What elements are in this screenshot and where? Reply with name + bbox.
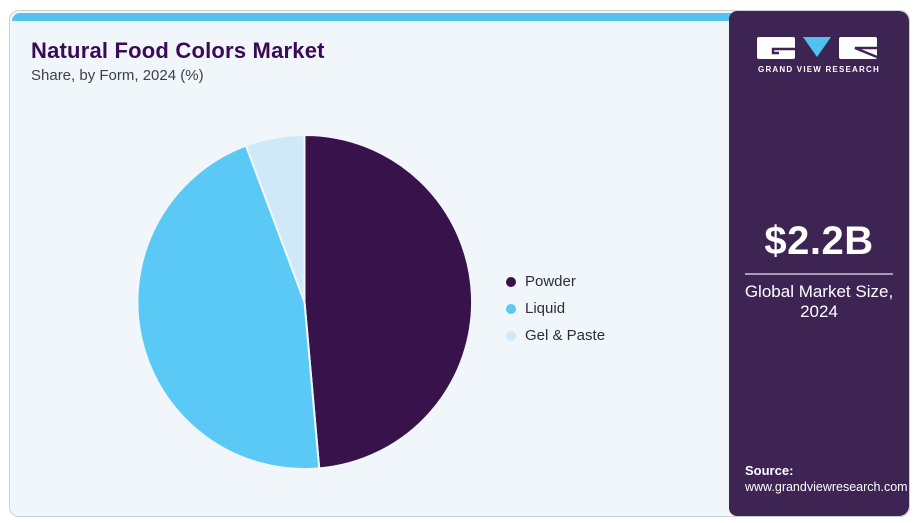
market-size-label-line2: 2024 [800,302,838,322]
source-url-link[interactable]: www.grandviewresearch.com [745,480,908,494]
pie-chart [136,133,474,471]
legend-label: Powder [525,273,576,290]
legend-item-powder: Powder [506,268,605,295]
gvr-logo-icon [757,37,878,59]
source-label: Source: [745,463,794,478]
brand-name: GRAND VIEW RESEARCH [758,65,880,74]
legend-item-gel-paste: Gel & Paste [506,322,605,349]
sidebar: GRAND VIEW RESEARCH $2.2B Global Market … [729,11,909,516]
gvr-logo: GRAND VIEW RESEARCH [729,37,909,74]
market-size-block: $2.2B Global Market Size, 2024 [729,219,909,323]
legend-label: Liquid [525,300,566,317]
logo-v-icon [803,37,831,57]
market-size-label-line1: Global Market Size, [744,282,894,301]
pie-slice-gel-paste [245,134,306,303]
pie-slice-liquid [136,144,321,471]
market-divider [745,273,893,275]
legend-item-liquid: Liquid [506,295,605,322]
market-size-value: $2.2B [764,219,874,263]
chart-title: Natural Food Colors Market [31,38,325,63]
accent-topbar [12,13,731,21]
legend-swatch-icon [506,276,516,287]
legend-swatch-icon [506,330,516,341]
legend-swatch-icon [506,303,516,314]
legend-label: Gel & Paste [525,327,606,344]
source-block: Source: www.grandviewresearch.com [745,463,908,494]
chart-subtitle: Share, by Form, 2024 (%) [31,67,204,84]
market-size-label: Global Market Size, 2024 [729,282,909,323]
figure-frame: Natural Food Colors Market Share, by For… [9,10,910,517]
legend: Powder Liquid Gel & Paste [506,268,605,349]
pie-slice-powder [303,133,474,470]
